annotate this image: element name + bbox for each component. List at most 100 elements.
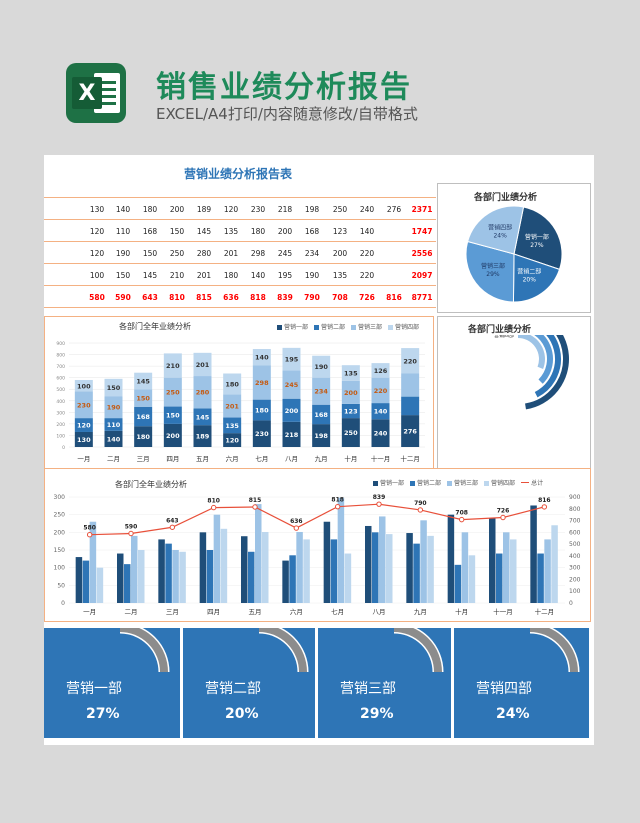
combo-bar: [262, 531, 269, 603]
bar-data-label: 120: [225, 437, 239, 445]
table-cell: 145: [196, 227, 212, 236]
gauge-arc: [119, 628, 168, 673]
table-cell: 145: [142, 271, 158, 280]
total-data-label: 708: [455, 510, 468, 517]
stacked-bar-segment: [74, 431, 93, 447]
y-tick-label: 0: [62, 445, 65, 451]
y-tick-label-right: 800: [569, 506, 581, 513]
table-cell: 815: [196, 293, 212, 302]
y-tick-label: 600: [56, 376, 65, 382]
bar-data-label: 145: [196, 413, 210, 421]
table-cell: 201: [223, 249, 239, 258]
department-card: 营销一部 27%: [44, 628, 180, 738]
y-tick-label: 300: [56, 410, 65, 416]
stacked-bar-segment: [341, 418, 360, 447]
stacked-bar-segment: [104, 430, 123, 447]
stacked-bar-segment: [252, 420, 271, 447]
bar-data-label: 145: [136, 378, 150, 386]
total-data-label: 580: [83, 525, 96, 532]
combo-bar: [282, 560, 289, 603]
combo-bar: [179, 551, 186, 603]
x-tick-label: 四月: [207, 608, 220, 616]
stacked-bar-chart: 0 100 200 300 400 500 600 700 800 900 130 120 230 100…: [56, 341, 425, 463]
legend-swatch: [373, 481, 378, 486]
stacked-bar-segment: [74, 391, 93, 419]
x-tick-label: 十月: [344, 454, 357, 463]
radial-bar: [525, 335, 569, 410]
x-tick-label: 一月: [77, 455, 90, 463]
stacked-bar-segment: [312, 404, 331, 425]
stacked-bar-segment: [134, 389, 153, 407]
bar-data-label: 201: [225, 402, 239, 410]
bar-data-label: 110: [107, 421, 121, 429]
total-line-point: [252, 504, 258, 510]
stacked-bar-segment: [371, 363, 390, 378]
combo-bar: [461, 532, 469, 603]
bar-data-label: 130: [77, 436, 91, 444]
bar-data-label: 234: [314, 388, 328, 396]
combo-bar: [248, 551, 255, 603]
table-cell: 708: [332, 293, 348, 302]
total-line-point: [169, 524, 176, 530]
combo-chart: 0 50 100 150 200 250 300 0 100 200 300 400 500 600 700…: [54, 494, 581, 616]
bar-data-label: 168: [314, 411, 328, 419]
radial-title: 各部门业绩分析: [468, 325, 532, 335]
table-total-cell: 2556: [411, 249, 433, 258]
combo-bar: [503, 532, 510, 603]
legend-swatch: [410, 481, 416, 486]
card-gauge: [119, 628, 170, 673]
table-cell: 250: [332, 205, 348, 214]
pie-slice-label: 营销一部: [525, 233, 549, 241]
card-percentage: 27%: [86, 706, 120, 722]
table-total-cell: 2097: [411, 271, 433, 280]
total-data-label: 815: [249, 497, 262, 504]
table-total-cell: 1747: [411, 227, 433, 236]
x-tick-label: 九月: [414, 607, 427, 616]
report-title: 营销业绩分析报告表: [184, 167, 293, 181]
combo-bar: [117, 553, 124, 603]
x-tick-label: 五月: [196, 455, 209, 463]
bar-data-label: 195: [285, 356, 299, 364]
combo-chart-title: 各部门全年业绩分析: [115, 480, 187, 489]
bar-data-label: 190: [314, 363, 328, 371]
x-tick-label: 一月: [83, 608, 96, 616]
total-line: [89, 503, 545, 536]
page-title: 销售业绩分析报告: [156, 70, 412, 105]
combo-bar: [165, 543, 172, 603]
pie-slice-pct: 24%: [493, 233, 507, 240]
table-cell: 180: [223, 271, 239, 280]
bar-data-label: 298: [255, 379, 269, 387]
total-data-label: 790: [414, 500, 427, 507]
gauge-arc: [393, 628, 442, 673]
bar-data-label: 220: [374, 387, 388, 395]
stacked-bar-segment: [312, 377, 331, 405]
table-cell: 276: [386, 205, 402, 214]
bar-data-label: 135: [225, 422, 239, 430]
table-cell: 201: [196, 271, 212, 280]
legend-label: 总计: [531, 480, 544, 487]
card-gauge: [529, 628, 580, 673]
table-cell: 130: [89, 205, 105, 214]
total-line-point: [86, 531, 93, 538]
stacked-bar-segment: [371, 419, 390, 447]
y-tick-label-left: 300: [54, 494, 66, 501]
table-cell: 218: [277, 205, 293, 214]
legend-label: 营销四部: [395, 324, 420, 331]
combo-bar: [454, 564, 462, 603]
table-total-cell: 2371: [411, 205, 433, 214]
y-tick-label: 100: [56, 433, 65, 439]
bar-data-label: 189: [196, 433, 210, 441]
x-tick-label: 二月: [107, 455, 120, 463]
legend-swatch: [447, 481, 453, 486]
stacked-bar-segment: [312, 424, 331, 447]
total-line-point: [334, 503, 341, 510]
combo-bar: [496, 553, 503, 603]
x-tick-label: 六月: [226, 454, 239, 463]
card-gauge: [393, 628, 444, 673]
combo-bar: [365, 525, 372, 603]
bar-data-label: 168: [136, 413, 150, 421]
stacked-bar-segment: [371, 403, 390, 420]
combo-bar: [303, 539, 310, 603]
card-department-name: 营销一部: [66, 681, 122, 697]
stacked-bar-segment: [282, 398, 301, 422]
